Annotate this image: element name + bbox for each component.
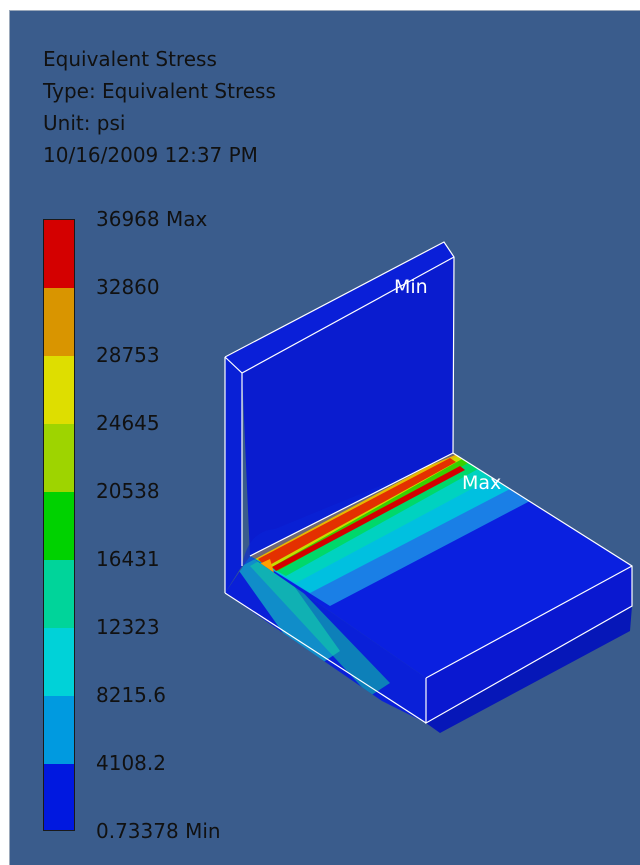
- legend-label-min: 0.73378 Min: [96, 819, 221, 843]
- legend-label: 4108.2: [96, 751, 166, 775]
- legend-band: [44, 424, 74, 492]
- base-front-face: [426, 566, 632, 723]
- result-timestamp: 10/16/2009 12:37 PM: [43, 143, 258, 167]
- legend-label-max: 36968 Max: [96, 207, 208, 231]
- legend-label: 24645: [96, 411, 160, 435]
- result-type: Type: Equivalent Stress: [43, 79, 276, 103]
- wall-top-face: [225, 242, 454, 373]
- color-legend-bar: [43, 219, 75, 831]
- min-probe-label: Min: [394, 276, 428, 298]
- legend-band: [44, 696, 74, 764]
- fea-model-view[interactable]: Min Max: [10, 11, 640, 865]
- legend-label: 28753: [96, 343, 160, 367]
- result-title: Equivalent Stress: [43, 47, 217, 71]
- base-bottom-shadow: [426, 606, 632, 733]
- graphics-viewport[interactable]: Equivalent Stress Type: Equivalent Stres…: [9, 10, 640, 865]
- legend-band: [44, 764, 74, 830]
- stress-contour-face: [250, 453, 632, 678]
- legend-label: 12323: [96, 615, 160, 639]
- legend-band: [44, 288, 74, 356]
- legend-label: 20538: [96, 479, 160, 503]
- bounding-edges: [224, 241, 633, 725]
- max-probe-label: Max: [462, 472, 501, 494]
- legend-band: [44, 560, 74, 628]
- legend-band: [44, 492, 74, 560]
- legend-label: 8215.6: [96, 683, 166, 707]
- legend-band: [44, 356, 74, 424]
- wall-front-face: [242, 257, 454, 556]
- legend-band: [44, 220, 74, 288]
- result-unit: Unit: psi: [43, 111, 126, 135]
- wall-side-face: [225, 357, 242, 593]
- legend-band: [44, 628, 74, 696]
- legend-label: 16431: [96, 547, 160, 571]
- legend-label: 32860: [96, 275, 160, 299]
